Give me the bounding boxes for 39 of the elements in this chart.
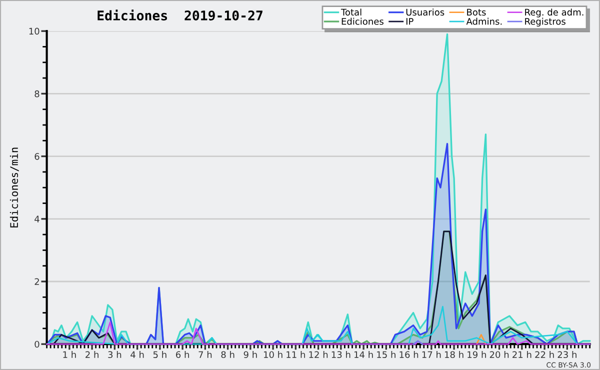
y-tick-label: 8 xyxy=(34,90,40,98)
x-tick-label: 7 h xyxy=(198,351,212,358)
x-tick-label: 4 h xyxy=(130,351,144,358)
legend-label: Reg. de adm. xyxy=(525,8,584,18)
x-tick-label: 2 h xyxy=(86,351,98,358)
x-tick-label: 19 h xyxy=(468,351,486,358)
x-tick-label: 6 h xyxy=(176,351,189,358)
y-axis-title: Ediciones/min xyxy=(10,148,19,228)
x-tick-label: 17 h xyxy=(422,351,441,358)
x-tick-label: 16 h xyxy=(400,351,418,358)
legend-label: Total xyxy=(340,8,362,16)
legend-label: IP xyxy=(406,18,414,25)
y-tick-label: 10 xyxy=(29,28,40,35)
x-tick-label: 11 h xyxy=(286,351,305,358)
chart-title: Ediciones 2019-10-27 xyxy=(98,10,262,21)
x-tick-label: 10 h xyxy=(264,351,282,358)
x-tick-label: 5 h xyxy=(153,351,166,358)
x-tick-label: 18 h xyxy=(445,351,464,358)
x-tick-label: 14 h xyxy=(354,351,373,358)
x-tick-label: 23 h xyxy=(558,351,576,358)
y-tick-label: 4 xyxy=(34,216,40,222)
x-tick-label: 8 h xyxy=(221,351,234,358)
legend-label: Admins. xyxy=(466,18,502,25)
legend-label: Usuarios xyxy=(406,8,444,16)
x-tick-label: 22 h xyxy=(535,351,554,358)
legend-label: Registros xyxy=(525,18,566,27)
x-tick-label: 1 h xyxy=(63,351,76,358)
x-tick-label: 15 h xyxy=(377,351,396,358)
legend-label: Bots xyxy=(467,8,486,16)
x-tick-label: 20 h xyxy=(490,351,509,358)
x-tick-label: 21 h xyxy=(512,351,532,358)
y-tick-label: 6 xyxy=(34,153,40,160)
x-tick-label: 9 h xyxy=(244,351,257,358)
x-tick-label: 12 h xyxy=(309,351,328,358)
y-tick-label: 0 xyxy=(34,340,40,348)
legend-label: Ediciones xyxy=(342,18,384,25)
y-tick-label: 2 xyxy=(34,278,39,285)
x-tick-label: 3 h xyxy=(108,351,122,358)
x-tick-label: 13 h xyxy=(332,351,350,358)
